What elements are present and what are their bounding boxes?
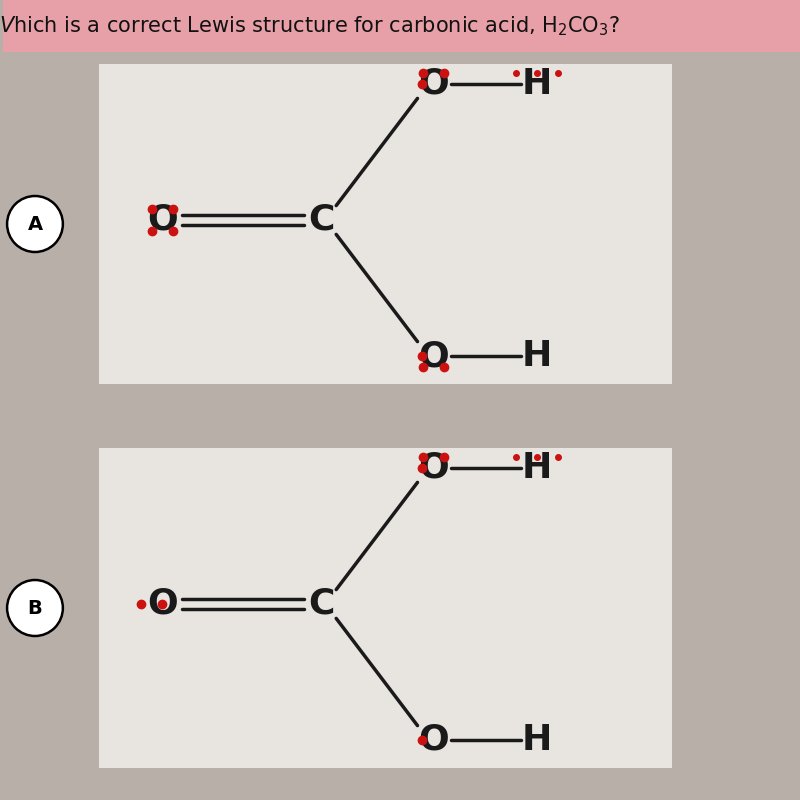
Text: O: O (418, 339, 449, 373)
FancyBboxPatch shape (3, 0, 800, 52)
Text: H: H (522, 67, 552, 101)
Text: B: B (28, 598, 42, 618)
Text: H: H (522, 339, 552, 373)
Text: O: O (147, 587, 178, 621)
Text: O: O (147, 203, 178, 237)
Text: O: O (418, 67, 449, 101)
Text: C: C (309, 587, 335, 621)
Text: A: A (27, 214, 42, 234)
Text: C: C (309, 203, 335, 237)
Text: $\it{V}$hich is a correct Lewis structure for carbonic acid, $\mathregular{H_2CO: $\it{V}$hich is a correct Lewis structur… (0, 14, 620, 38)
Text: H: H (522, 451, 552, 485)
FancyBboxPatch shape (98, 64, 673, 384)
FancyBboxPatch shape (98, 448, 673, 768)
Text: O: O (418, 451, 449, 485)
Text: H: H (522, 723, 552, 757)
Circle shape (7, 196, 63, 252)
Circle shape (7, 580, 63, 636)
Text: O: O (418, 723, 449, 757)
